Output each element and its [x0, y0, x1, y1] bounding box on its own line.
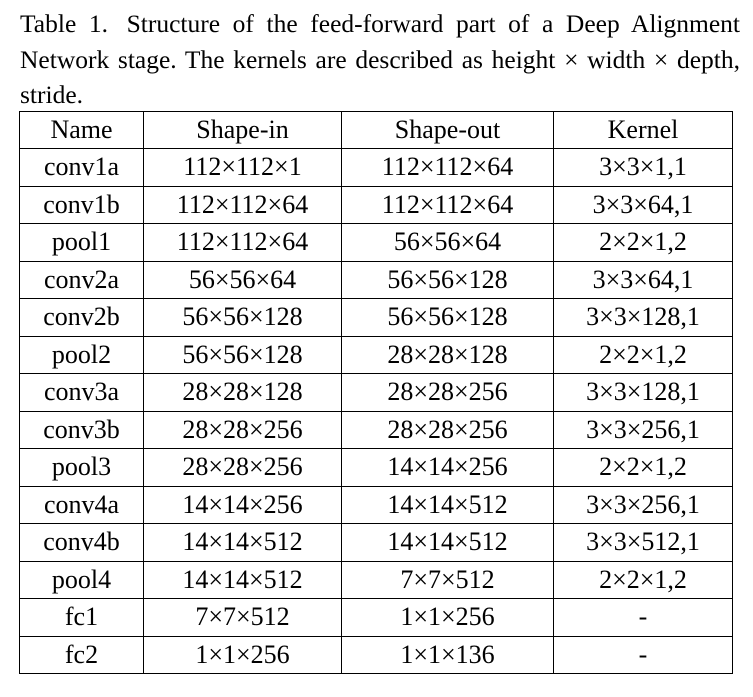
table-row: fc2 1×1×256 1×1×136 -: [19, 635, 733, 674]
table-row: conv1a 112×112×1 112×112×64 3×3×1,1: [19, 148, 733, 187]
table-row: conv1b 112×112×64 112×112×64 3×3×64,1: [19, 185, 733, 224]
table-row: conv3a 28×28×128 28×28×256 3×3×128,1: [19, 373, 733, 412]
cell-shape-out: 14×14×256: [341, 448, 554, 487]
cell-name: conv2a: [19, 260, 144, 299]
cell-kernel: 2×2×1,2: [553, 448, 733, 487]
caption-label: Table 1.: [20, 9, 108, 38]
cell-shape-in: 56×56×64: [143, 260, 342, 299]
cell-name: pool1: [19, 223, 144, 262]
cell-shape-in: 112×112×64: [143, 223, 342, 262]
cell-shape-in: 112×112×64: [143, 185, 342, 224]
network-structure-table: Name Shape-in Shape-out Kernel conv1a 11…: [19, 111, 733, 674]
cell-name: pool3: [19, 448, 144, 487]
cell-shape-in: 28×28×256: [143, 448, 342, 487]
cell-kernel: 3×3×64,1: [553, 185, 733, 224]
table-row: conv3b 28×28×256 28×28×256 3×3×256,1: [19, 410, 733, 449]
table-row: conv2b 56×56×128 56×56×128 3×3×128,1: [19, 298, 733, 337]
cell-name: conv4a: [19, 485, 144, 524]
cell-kernel: 3×3×512,1: [553, 523, 733, 562]
table-row: conv2a 56×56×64 56×56×128 3×3×64,1: [19, 260, 733, 299]
cell-name: pool2: [19, 335, 144, 374]
cell-shape-out: 56×56×128: [341, 260, 554, 299]
cell-shape-in: 112×112×1: [143, 148, 342, 187]
cell-kernel: 3×3×64,1: [553, 260, 733, 299]
cell-kernel: 3×3×128,1: [553, 298, 733, 337]
cell-kernel: 3×3×256,1: [553, 410, 733, 449]
cell-shape-out: 1×1×256: [341, 598, 554, 637]
cell-shape-out: 28×28×128: [341, 335, 554, 374]
table-row: fc1 7×7×512 1×1×256 -: [19, 598, 733, 637]
cell-name: fc2: [19, 635, 144, 674]
cell-shape-out: 14×14×512: [341, 485, 554, 524]
cell-kernel: 2×2×1,2: [553, 335, 733, 374]
cell-kernel: 3×3×1,1: [553, 148, 733, 187]
cell-kernel: 3×3×128,1: [553, 373, 733, 412]
cell-name: conv3b: [19, 410, 144, 449]
column-header-shape-out: Shape-out: [341, 111, 554, 149]
cell-name: conv1a: [19, 148, 144, 187]
cell-shape-out: 56×56×128: [341, 298, 554, 337]
cell-shape-in: 28×28×128: [143, 373, 342, 412]
cell-kernel: 2×2×1,2: [553, 223, 733, 262]
cell-shape-in: 56×56×128: [143, 335, 342, 374]
cell-kernel: 3×3×256,1: [553, 485, 733, 524]
cell-name: conv3a: [19, 373, 144, 412]
cell-shape-in: 14×14×512: [143, 523, 342, 562]
cell-kernel: 2×2×1,2: [553, 560, 733, 599]
cell-kernel: -: [553, 598, 733, 637]
cell-shape-out: 112×112×64: [341, 148, 554, 187]
table-row: pool2 56×56×128 28×28×128 2×2×1,2: [19, 335, 733, 374]
cell-shape-in: 56×56×128: [143, 298, 342, 337]
table-row: conv4a 14×14×256 14×14×512 3×3×256,1: [19, 485, 733, 524]
table-header-row: Name Shape-in Shape-out Kernel: [19, 111, 733, 149]
cell-shape-in: 28×28×256: [143, 410, 342, 449]
cell-shape-in: 1×1×256: [143, 635, 342, 674]
cell-name: fc1: [19, 598, 144, 637]
table-row: pool3 28×28×256 14×14×256 2×2×1,2: [19, 448, 733, 487]
cell-shape-out: 112×112×64: [341, 185, 554, 224]
cell-name: conv1b: [19, 185, 144, 224]
cell-name: conv2b: [19, 298, 144, 337]
table-row: conv4b 14×14×512 14×14×512 3×3×512,1: [19, 523, 733, 562]
table-row: pool1 112×112×64 56×56×64 2×2×1,2: [19, 223, 733, 262]
cell-shape-out: 14×14×512: [341, 523, 554, 562]
cell-shape-in: 14×14×256: [143, 485, 342, 524]
cell-shape-out: 7×7×512: [341, 560, 554, 599]
cell-shape-out: 1×1×136: [341, 635, 554, 674]
cell-shape-out: 28×28×256: [341, 410, 554, 449]
cell-name: pool4: [19, 560, 144, 599]
table-row: pool4 14×14×512 7×7×512 2×2×1,2: [19, 560, 733, 599]
column-header-kernel: Kernel: [553, 111, 733, 149]
column-header-name: Name: [19, 111, 144, 149]
cell-shape-in: 14×14×512: [143, 560, 342, 599]
cell-kernel: -: [553, 635, 733, 674]
cell-shape-out: 28×28×256: [341, 373, 554, 412]
cell-name: conv4b: [19, 523, 144, 562]
column-header-shape-in: Shape-in: [143, 111, 342, 149]
cell-shape-out: 56×56×64: [341, 223, 554, 262]
table-caption: Table 1. Structure of the feed-forward p…: [20, 6, 740, 113]
cell-shape-in: 7×7×512: [143, 598, 342, 637]
caption-text: Structure of the feed-forward part of a …: [20, 9, 740, 109]
